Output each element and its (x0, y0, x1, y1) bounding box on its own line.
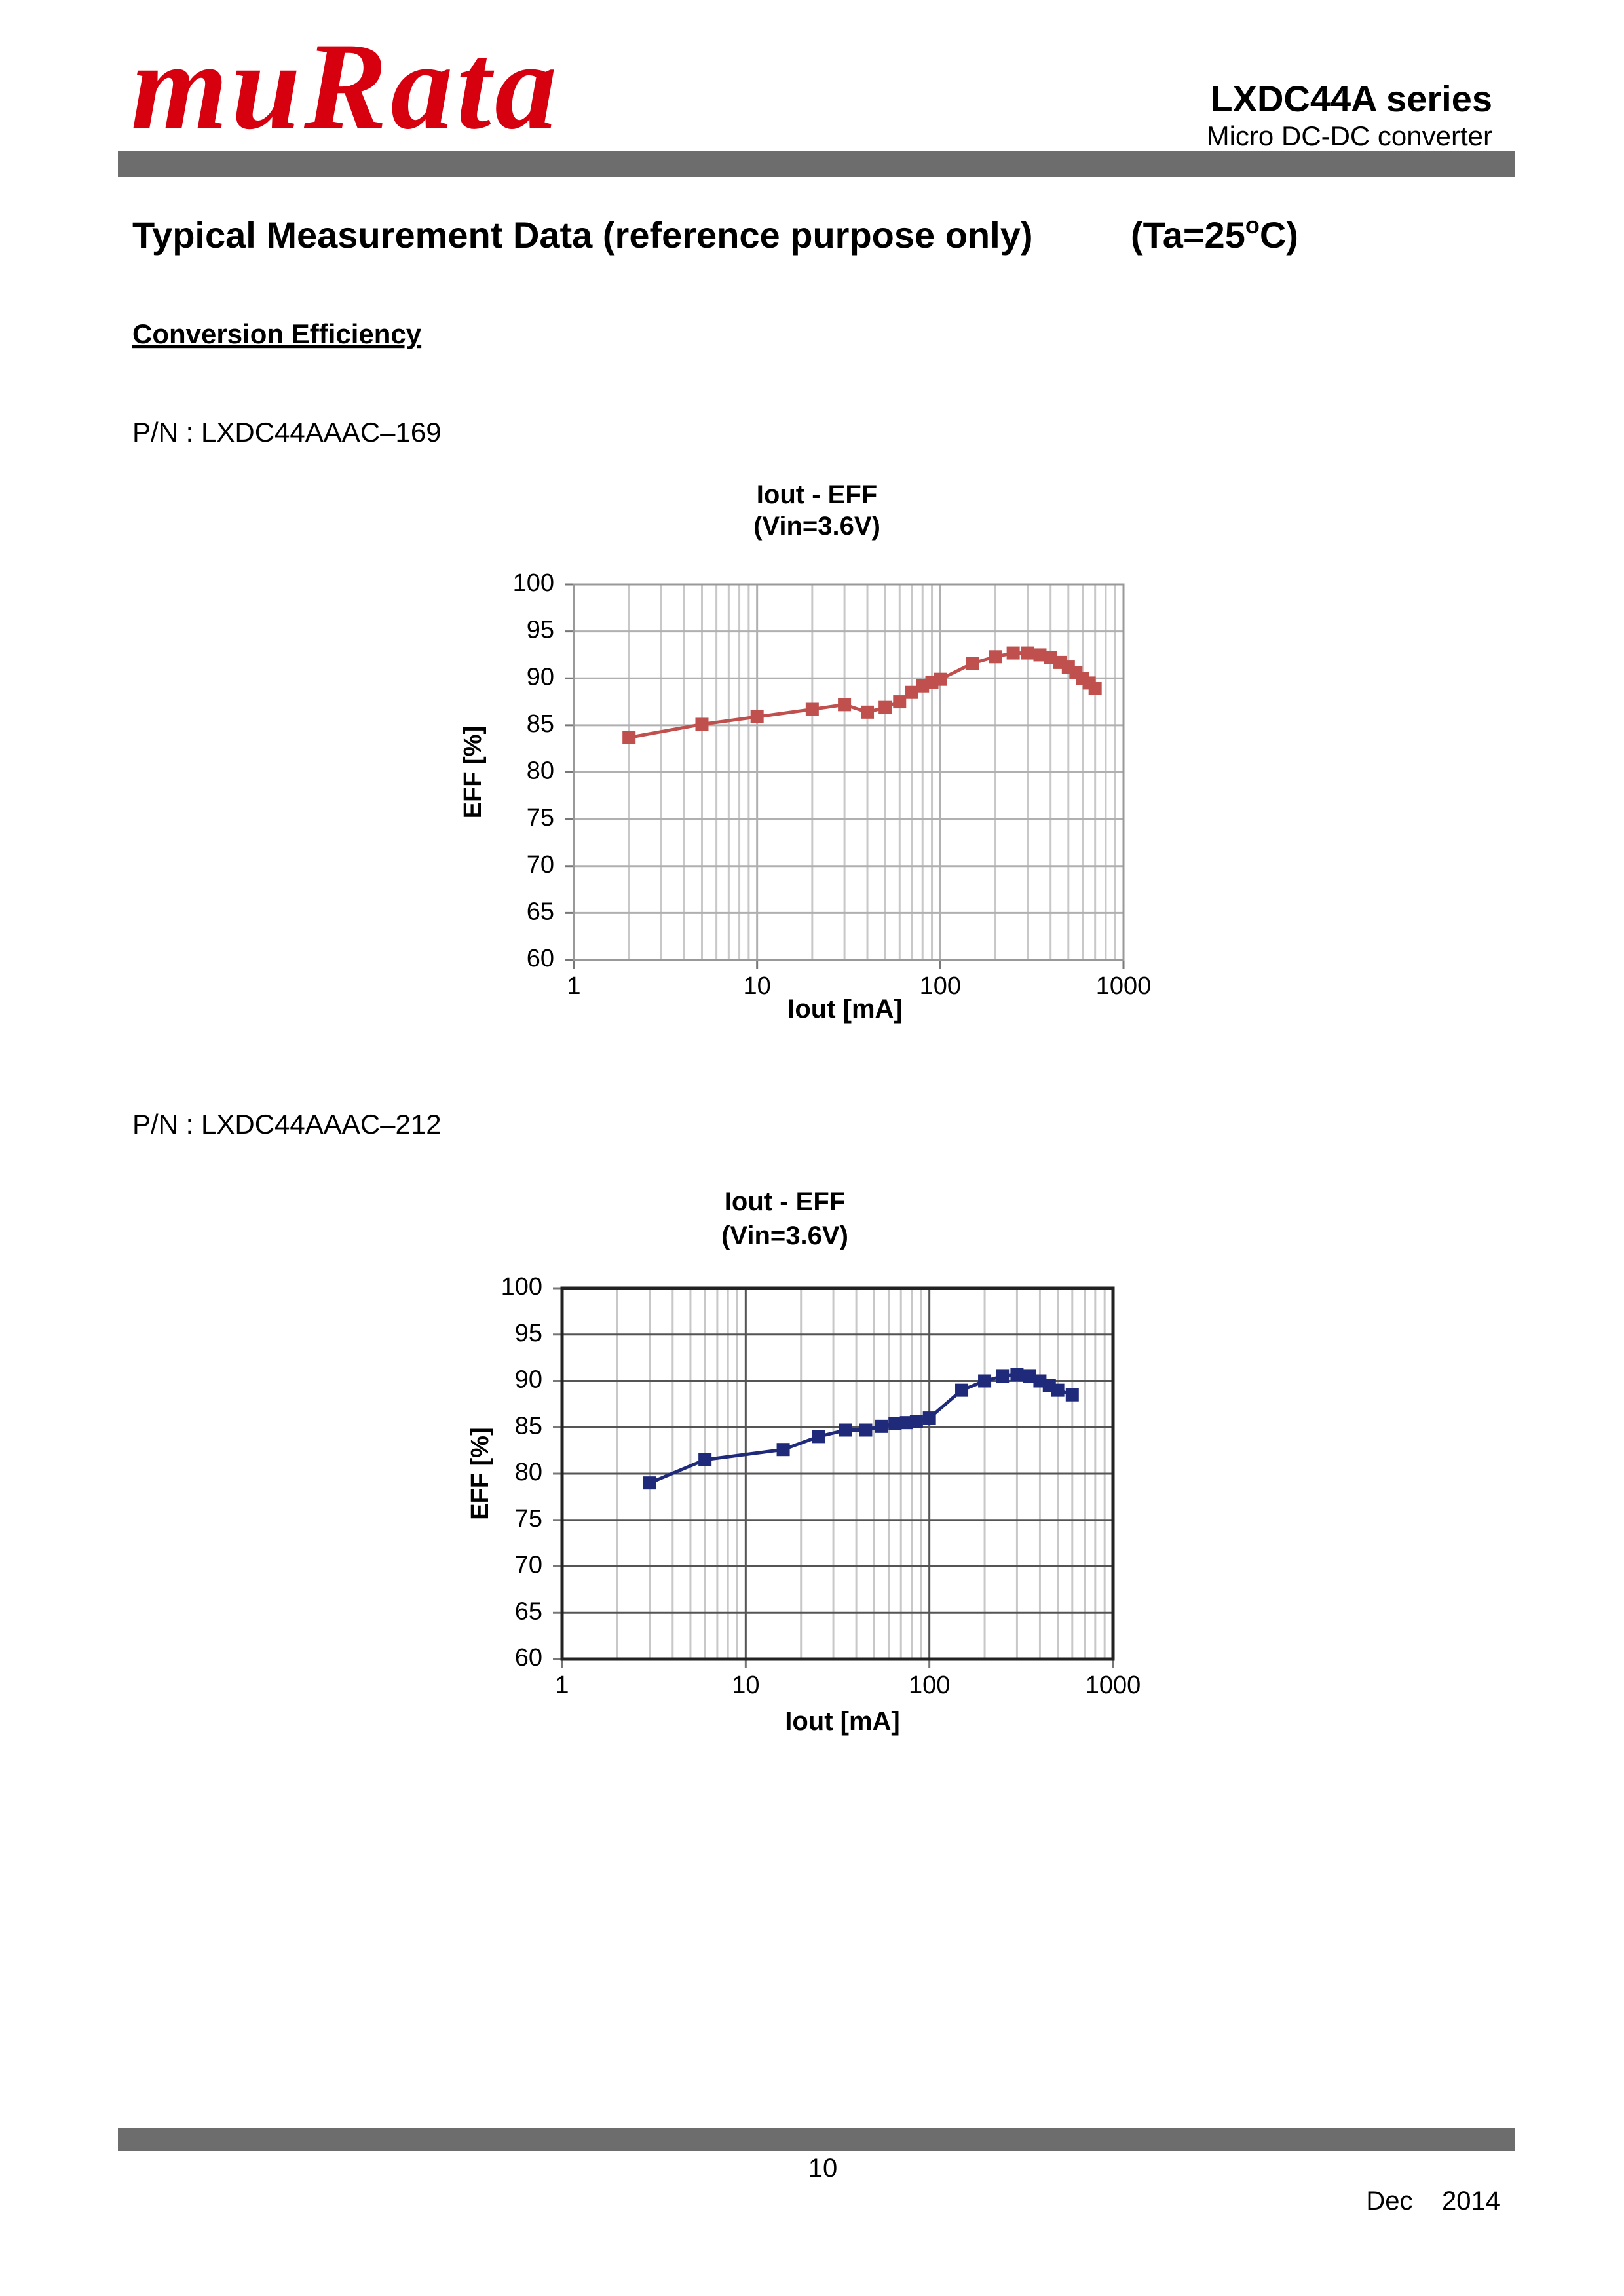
y-tick-label: 95 (515, 1320, 542, 1347)
condition: (Ta=25oC) (1131, 212, 1298, 256)
data-point (878, 700, 892, 714)
data-point (934, 672, 947, 686)
date: Dec 2014 (1366, 2187, 1500, 2215)
data-point (643, 1476, 656, 1490)
data-point (905, 685, 919, 699)
y-tick-label: 65 (527, 898, 554, 925)
data-point (622, 731, 636, 744)
y-tick-label: 70 (527, 851, 554, 879)
y-axis-label: EFF [%] (459, 726, 487, 818)
y-tick-label: 90 (515, 1366, 542, 1394)
y-tick-label: 60 (527, 945, 554, 972)
page-number: 10 (808, 2154, 838, 2183)
data-point (1010, 1368, 1024, 1381)
part-number: P/N : LXDC44AAAC–212 (132, 1109, 442, 1139)
y-tick-label: 60 (515, 1644, 542, 1672)
part-number: P/N : LXDC44AAAC–169 (132, 417, 442, 448)
data-point (989, 650, 1002, 664)
data-point (1006, 646, 1020, 660)
data-point (955, 1383, 969, 1397)
data-point (839, 1423, 852, 1437)
logo: muRata (131, 18, 557, 155)
plot-frame (573, 583, 1125, 961)
y-tick-label: 80 (515, 1459, 542, 1486)
data-point (899, 1416, 913, 1430)
data-point (875, 1419, 888, 1433)
x-tick-label: 10 (744, 972, 771, 1000)
data-point (861, 705, 875, 719)
data-point (978, 1374, 992, 1388)
chart-subtitle: (Vin=3.6V) (721, 1221, 848, 1250)
condition-text: C) (1260, 214, 1298, 256)
plot-frame (560, 1286, 1115, 1661)
data-point (776, 1443, 790, 1457)
y-tick-label: 70 (515, 1552, 542, 1579)
chart-title: Iout - EFF (725, 1187, 845, 1216)
data-point (922, 1411, 936, 1425)
y-tick-label: 85 (515, 1412, 542, 1440)
data-point (893, 695, 907, 709)
data-point (1065, 1388, 1079, 1402)
y-tick-label: 85 (527, 710, 554, 738)
data-point (1033, 648, 1047, 662)
data-point (698, 1453, 712, 1466)
y-tick-label: 75 (515, 1505, 542, 1533)
footer-bar (118, 2128, 1515, 2151)
x-tick-label: 1000 (1086, 1672, 1141, 1699)
x-axis-label: Iout [mA] (785, 1707, 900, 1736)
header-bar (118, 151, 1515, 177)
data-point (1051, 1383, 1065, 1397)
chart-subtitle: (Vin=3.6V) (753, 512, 880, 541)
data-point (695, 718, 709, 731)
data-point (966, 657, 979, 670)
data-point (750, 710, 764, 723)
data-point (909, 1415, 923, 1428)
data-point (1021, 646, 1034, 660)
x-tick-label: 100 (909, 1672, 950, 1699)
data-point (812, 1430, 825, 1444)
degree: o (1245, 212, 1260, 239)
x-tick-label: 10 (732, 1672, 759, 1699)
series-subtitle: Micro DC-DC converter (1207, 121, 1492, 151)
y-axis-label: EFF [%] (466, 1427, 494, 1520)
y-tick-label: 100 (513, 569, 554, 597)
chart-title: Iout - EFF (757, 480, 877, 509)
x-tick-label: 100 (920, 972, 961, 1000)
y-tick-label: 100 (501, 1273, 542, 1301)
x-tick-label: 1 (555, 1672, 569, 1699)
condition-text: (Ta=25 (1131, 214, 1245, 256)
y-tick-label: 90 (527, 663, 554, 691)
data-point (1088, 682, 1102, 696)
section-title: Conversion Efficiency (132, 318, 422, 349)
page-title: Typical Measurement Data (reference purp… (132, 214, 1033, 256)
data-point (859, 1423, 873, 1437)
y-tick-label: 95 (527, 617, 554, 644)
series-name: LXDC44A series (1210, 78, 1492, 119)
y-tick-label: 65 (515, 1598, 542, 1625)
x-tick-label: 1000 (1096, 972, 1152, 1000)
x-axis-label: Iout [mA] (787, 995, 903, 1024)
data-point (996, 1369, 1010, 1383)
y-tick-label: 80 (527, 757, 554, 785)
y-tick-label: 75 (527, 804, 554, 832)
data-point (888, 1417, 902, 1430)
data-point (805, 702, 819, 716)
x-tick-label: 1 (567, 972, 580, 1000)
data-point (838, 698, 852, 712)
data-point (1023, 1369, 1036, 1383)
